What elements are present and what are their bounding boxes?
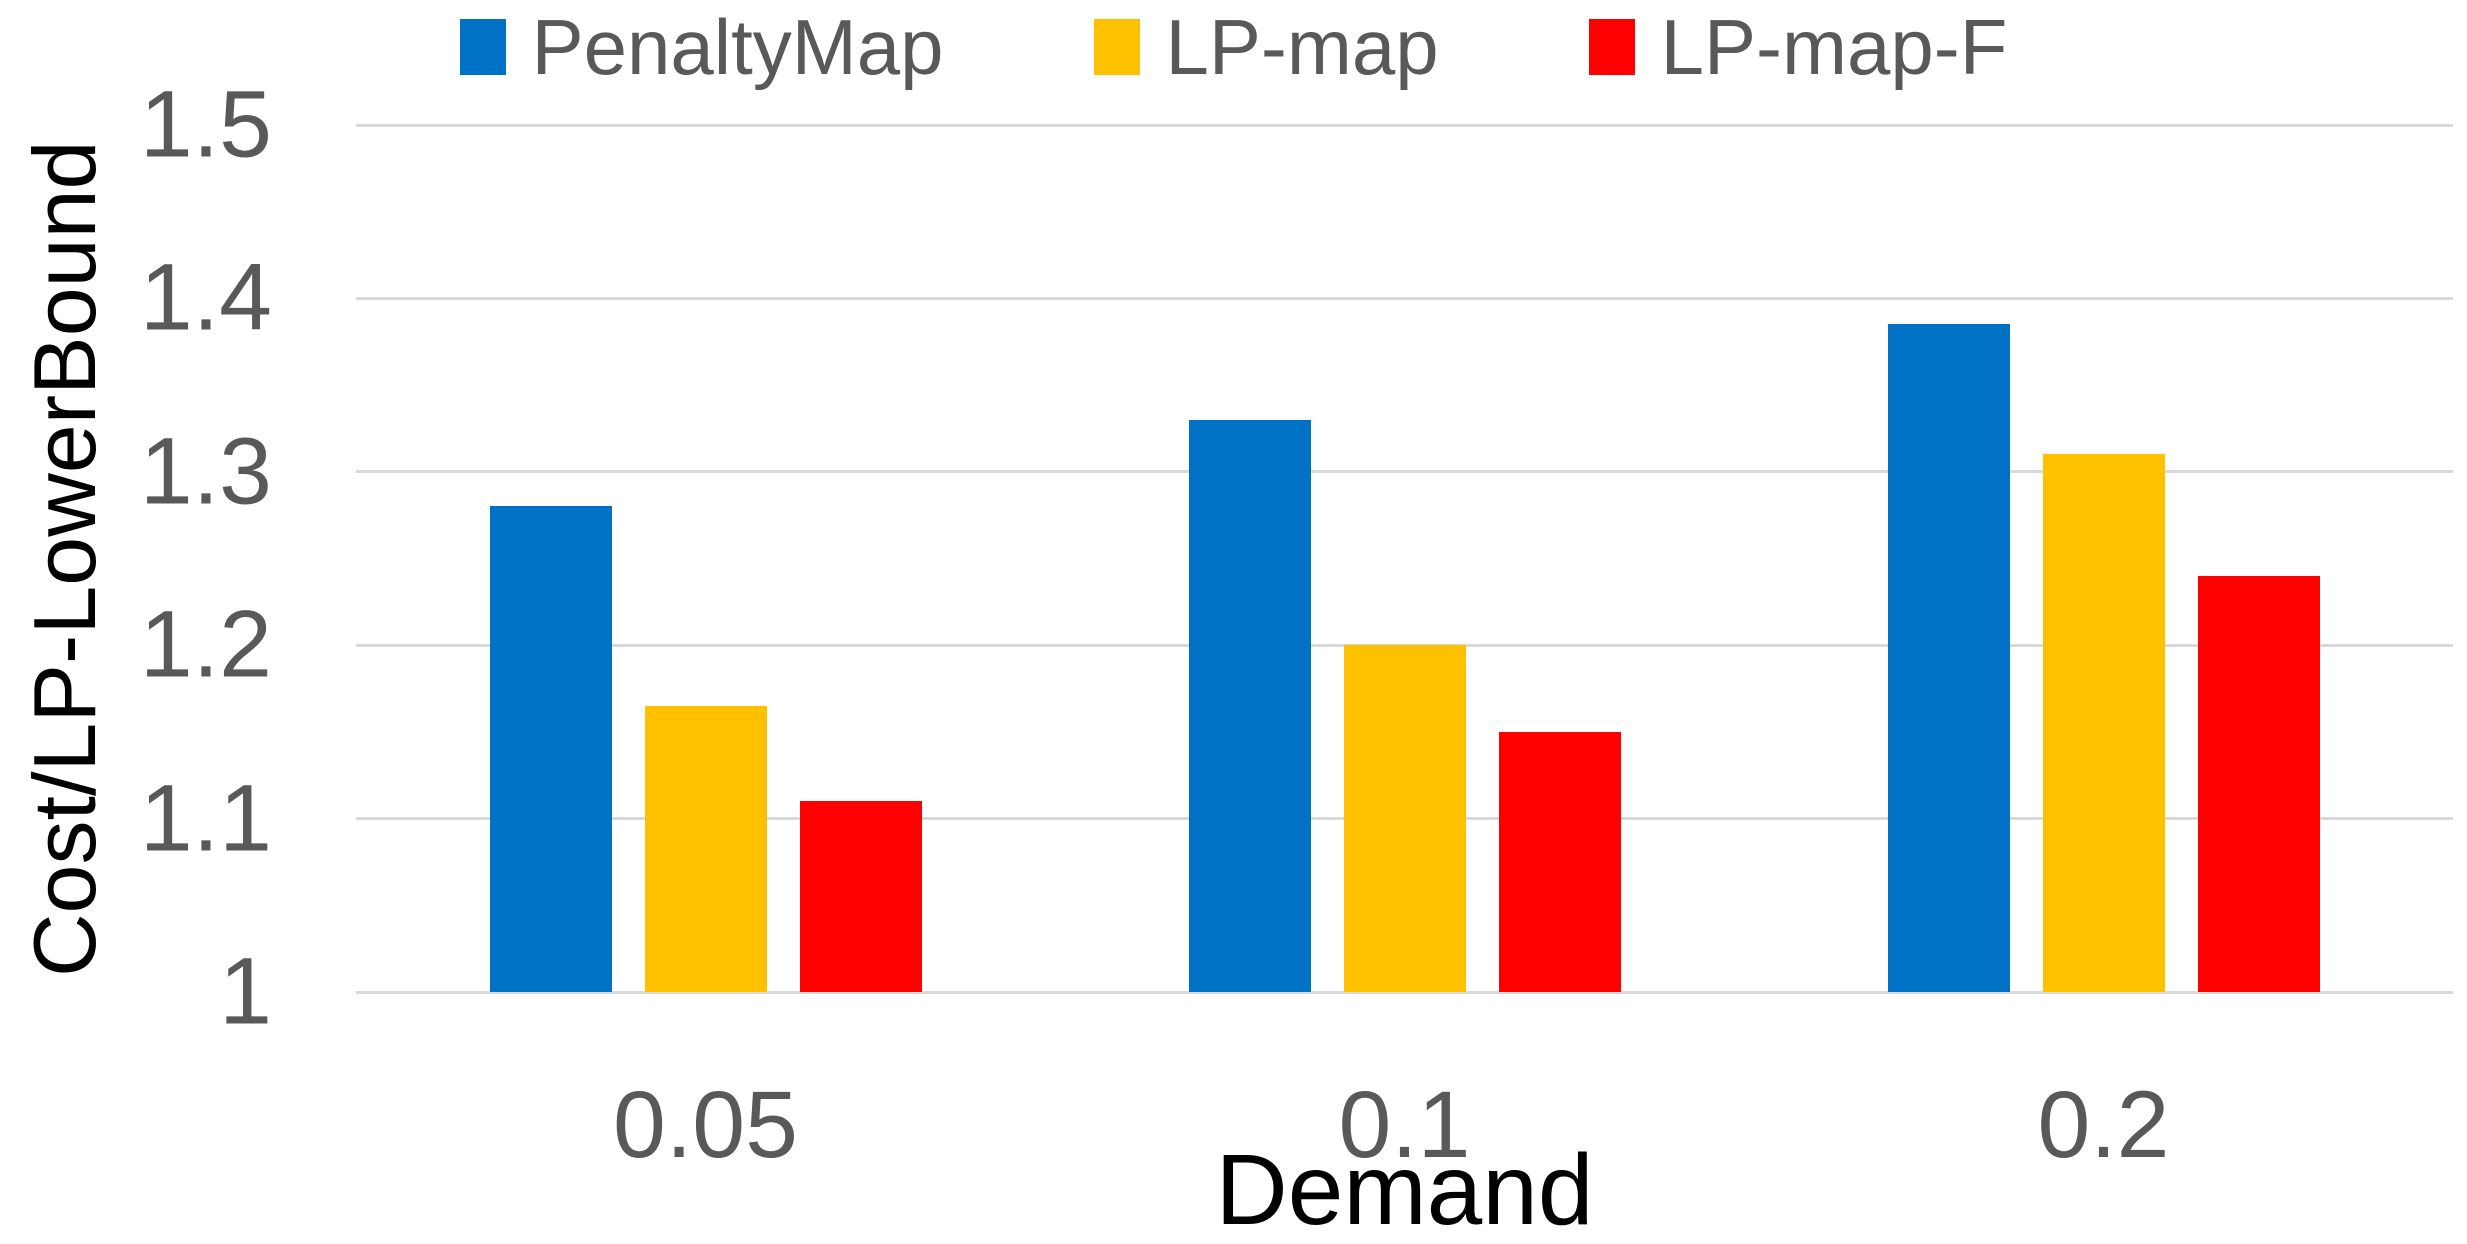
- gridline: [356, 990, 2453, 994]
- bar-lp-map-0.2: [2042, 454, 2165, 992]
- bar-group-0.1: [1055, 125, 1754, 992]
- legend-item-penaltymap: PenaltyMap: [459, 3, 944, 91]
- bar-penaltymap-0.2: [1887, 324, 2010, 992]
- legend-marker-icon: [459, 19, 506, 75]
- bar-lp-map-0.05: [644, 705, 767, 992]
- bar-penaltymap-0.05: [489, 506, 612, 992]
- bar-lp-map-0.1: [1343, 645, 1466, 992]
- bar-lp-map-f-0.05: [799, 801, 922, 992]
- bar-lp-map-f-0.1: [1498, 731, 1621, 992]
- legend-item-lp-map-f: LP-map-F: [1588, 3, 2008, 91]
- x-axis-title: Demand: [1215, 1134, 1594, 1244]
- y-tick-label: 1: [219, 938, 272, 1045]
- legend-marker-icon: [1093, 19, 1140, 75]
- legend-label: LP-map: [1165, 3, 1439, 91]
- chart-legend: PenaltyMap LP-map LP-map-F: [0, 4, 2467, 90]
- x-tick-label: 0.05: [613, 1072, 798, 1178]
- y-tick-label: 1.2: [139, 591, 272, 698]
- x-axis-tick-labels: 0.05 0.1 0.2: [356, 1078, 2453, 1173]
- y-tick-label: 1.5: [139, 71, 272, 178]
- legend-label: LP-map-F: [1660, 3, 2008, 91]
- gridline: [356, 123, 2453, 127]
- bar-lp-map-f-0.2: [2197, 575, 2320, 992]
- gridline: [356, 296, 2453, 300]
- legend-label: PenaltyMap: [531, 3, 944, 91]
- gridline: [356, 470, 2453, 474]
- bar-groups: [356, 125, 2453, 992]
- x-tick-label: 0.2: [2037, 1072, 2170, 1178]
- x-tick-label: 0.1: [1338, 1072, 1471, 1178]
- y-tick-label: 1.1: [139, 765, 272, 872]
- y-tick-label: 1.3: [139, 418, 272, 525]
- bar-group-0.2: [1754, 125, 2453, 992]
- legend-marker-icon: [1588, 19, 1635, 75]
- bar-group-0.05: [356, 125, 1055, 992]
- plot-area: [356, 123, 2453, 994]
- y-axis-tick-labels: 1 1.1 1.2 1.3 1.4 1.5: [0, 77, 272, 1039]
- legend-item-lp-map: LP-map: [1093, 3, 1439, 91]
- bar-penaltymap-0.1: [1188, 419, 1311, 992]
- y-tick-label: 1.4: [139, 244, 272, 351]
